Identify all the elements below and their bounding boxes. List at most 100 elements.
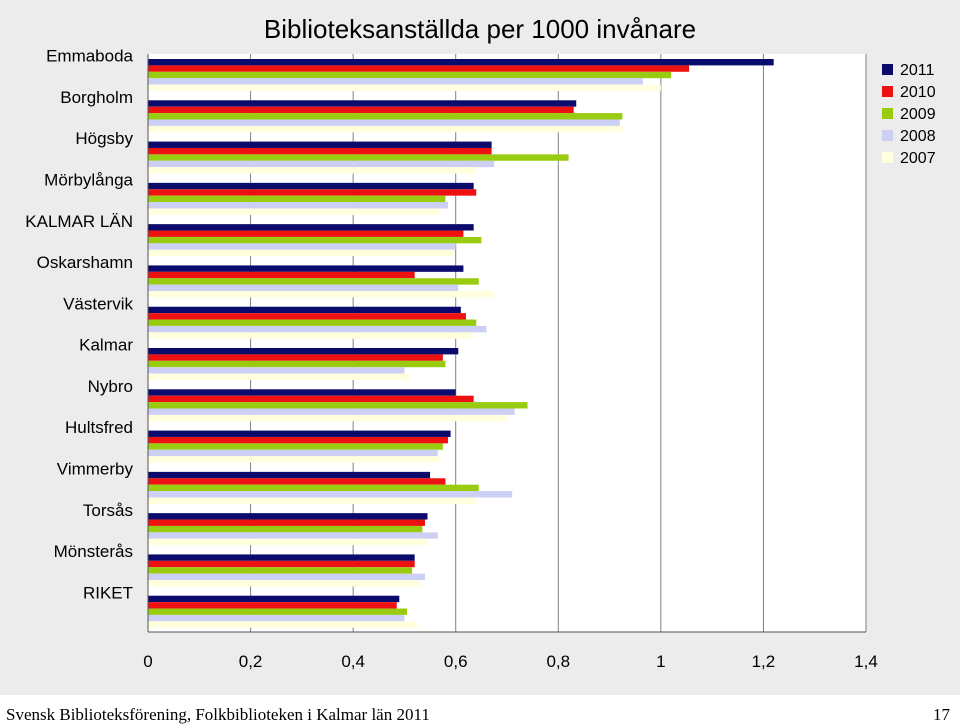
bar [148,354,443,361]
legend-label: 2008 [900,128,936,145]
bar [148,78,643,85]
bar [148,65,690,72]
category-label: Mönsterås [54,542,133,561]
bar [148,367,405,374]
bar [148,202,449,209]
bar [148,497,477,504]
legend-swatch [882,86,893,97]
bar [148,491,513,498]
x-tick-label: 0,8 [546,652,570,671]
bar [148,373,410,380]
bar [148,208,441,215]
bar [148,243,456,250]
bar [148,395,474,403]
page-number: 17 [933,705,950,724]
bar [148,141,492,148]
bar [148,59,774,66]
footer-source: Svensk Biblioteksförening, Folkbibliotek… [6,705,430,724]
bar [148,430,451,437]
x-tick-label: 0,6 [444,652,468,671]
bar [148,332,474,339]
legend: 2011 2010 2009 2008 2007 [882,62,936,167]
bar [148,560,415,568]
plot-area [148,54,866,632]
category-label: Vimmerby [57,460,134,479]
x-tick-label: 0,4 [341,652,365,671]
bar [148,278,479,285]
legend-label: 2009 [900,106,936,123]
category-label: Mörbylånga [44,171,133,190]
legend-swatch [882,152,893,163]
bar [148,291,495,298]
bar [148,532,438,539]
bar [148,230,464,237]
bar [148,325,487,333]
bar [148,154,569,161]
bar [148,100,577,107]
category-label: Hultsfred [65,418,133,437]
bar [148,71,672,79]
bar [148,119,620,126]
bar [148,519,425,526]
bar [148,554,415,561]
bar [148,348,459,355]
bar [148,449,438,457]
bar [148,608,407,615]
legend-label: 2010 [900,84,936,101]
category-label: Högsby [75,129,133,148]
bar [148,106,574,114]
bar [148,402,528,409]
bar [148,456,441,463]
category-label: Kalmar [79,336,133,355]
legend-swatch [882,130,893,141]
x-tick-label: 1 [656,652,665,671]
bar [148,249,454,257]
bar [148,313,466,320]
bar [148,195,446,203]
bar [148,614,405,622]
category-label: Torsås [83,501,133,520]
x-tick-label: 1,2 [752,652,776,671]
bar [148,567,413,574]
chart-panel: Biblioteksanställda per 1000 invånare Emm… [0,0,960,695]
bar [148,284,459,292]
category-label: Borgholm [60,88,133,107]
x-tick-label: 1,4 [854,652,878,671]
category-label: Emmaboda [46,47,133,66]
bar-chart: Biblioteksanställda per 1000 invånare Emm… [25,14,936,671]
legend-label: 2011 [900,62,935,79]
bar [148,265,464,272]
bar [148,182,474,190]
bar [148,125,623,133]
bar [148,414,507,422]
category-label: Oskarshamn [37,253,133,272]
bar [148,621,418,628]
x-tick-label: 0,2 [239,652,263,671]
bar [148,471,431,479]
bar [148,602,397,609]
bar [148,478,446,485]
category-label: RIKET [83,583,133,602]
bar [148,319,477,326]
bar [148,573,425,581]
bar [148,167,477,174]
category-label: Västervik [63,294,133,313]
bar [148,113,623,120]
bar [148,271,415,279]
bar [148,595,400,603]
x-tick-label: 0 [143,652,152,671]
bar [148,84,661,91]
bar [148,408,515,415]
bar [148,306,461,314]
bar [148,443,443,450]
bar [148,538,428,546]
bar [148,147,492,155]
bar [148,580,420,587]
bar [148,525,423,533]
chart-title: Biblioteksanställda per 1000 invånare [264,14,696,44]
bar [148,160,495,168]
bar [148,224,474,231]
legend-label: 2007 [900,150,936,167]
bar [148,484,479,492]
bar [148,436,449,444]
